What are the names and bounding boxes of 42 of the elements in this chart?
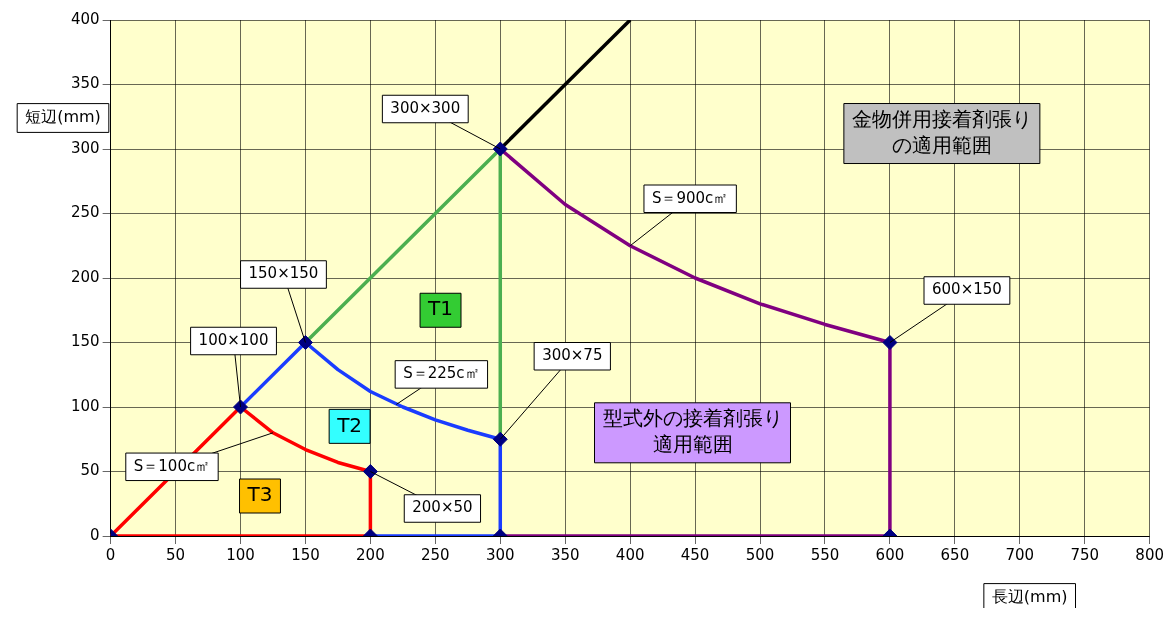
annotation: T3 xyxy=(246,482,273,507)
y-tick-label: 350 xyxy=(70,74,100,93)
x-axis-title: 長辺(mm) xyxy=(991,587,1068,607)
x-tick-label: 600 xyxy=(875,545,905,564)
x-tick-label: 200 xyxy=(356,545,385,564)
y-tick-label: 150 xyxy=(70,332,100,351)
x-tick-label: 700 xyxy=(1005,545,1035,564)
x-tick-label: 500 xyxy=(745,545,775,564)
annotation: 300×300 xyxy=(390,98,461,117)
y-tick-label: 50 xyxy=(80,461,100,480)
x-tick-label: 650 xyxy=(940,545,970,564)
annotation: S＝900c㎡ xyxy=(651,188,729,207)
x-tick-label: 400 xyxy=(615,545,645,564)
x-tick-label: 0 xyxy=(105,545,116,564)
annotation: 100×100 xyxy=(198,330,269,349)
annotation: 金物併用接着剤張りの適用範囲 xyxy=(851,106,1032,157)
annotation: T2 xyxy=(336,412,363,437)
annotation: 300×75 xyxy=(542,346,603,365)
annotation: S＝100c㎡ xyxy=(133,456,211,475)
x-tick-label: 250 xyxy=(421,545,450,564)
annotation: 600×150 xyxy=(932,280,1002,299)
y-tick-label: 0 xyxy=(90,525,100,544)
x-tick-label: 750 xyxy=(1070,545,1100,564)
x-tick-label: 300 xyxy=(485,545,515,564)
y-tick-label: 100 xyxy=(70,396,100,415)
x-tick-label: 50 xyxy=(166,545,186,564)
annotation: S＝225c㎡ xyxy=(403,364,480,383)
y-tick-label: 400 xyxy=(70,9,100,28)
annotation: 150×150 xyxy=(248,264,319,283)
y-axis-title: 短辺(mm) xyxy=(25,107,101,127)
y-tick-label: 300 xyxy=(70,138,100,157)
annotation: 型式外の接着剤張り適用範囲 xyxy=(602,406,783,456)
y-tick-label: 250 xyxy=(70,203,100,222)
x-tick-label: 550 xyxy=(810,545,840,564)
x-tick-label: 800 xyxy=(1135,545,1165,564)
x-tick-label: 450 xyxy=(680,545,710,564)
x-tick-label: 350 xyxy=(550,545,580,564)
x-tick-label: 150 xyxy=(291,545,320,564)
annotation: 200×50 xyxy=(412,498,473,517)
x-tick-label: 100 xyxy=(226,545,255,564)
annotation: T1 xyxy=(427,296,454,321)
y-tick-label: 200 xyxy=(70,267,100,286)
